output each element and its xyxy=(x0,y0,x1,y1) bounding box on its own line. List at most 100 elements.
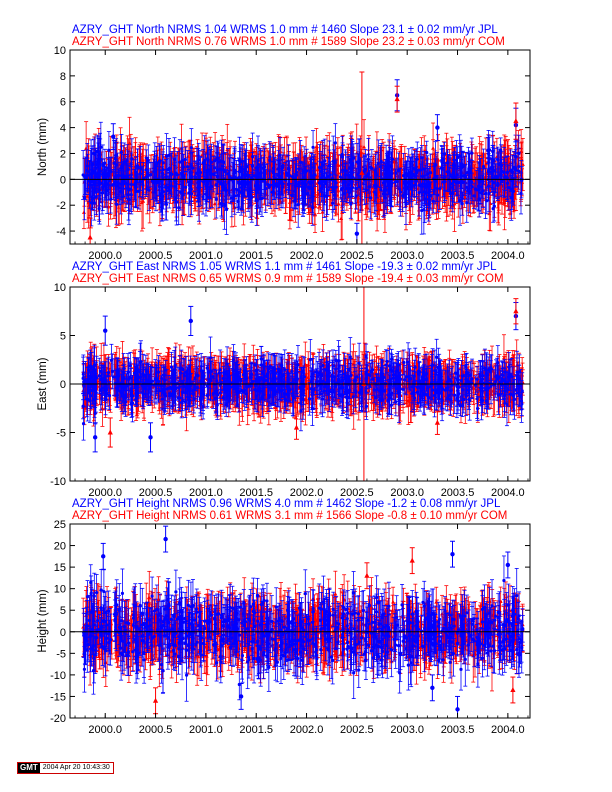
data-point xyxy=(270,147,275,197)
data-point xyxy=(407,160,412,204)
data-point xyxy=(502,146,507,198)
outlier-point xyxy=(513,102,519,140)
data-point xyxy=(451,158,456,203)
data-point xyxy=(98,138,103,183)
data-point xyxy=(150,161,155,200)
outlier-point xyxy=(293,415,300,440)
data-point xyxy=(467,152,472,189)
y-axis-label: North (mm) xyxy=(37,118,49,176)
plot-frame xyxy=(69,49,531,245)
x-tick-label: 2002.0 xyxy=(290,250,324,262)
data-point xyxy=(396,152,401,189)
data-point xyxy=(338,154,343,200)
data-point xyxy=(140,165,145,198)
data-point xyxy=(268,161,273,209)
data-point xyxy=(510,154,515,190)
data-point xyxy=(294,157,299,187)
data-point xyxy=(411,153,416,183)
outlier-point xyxy=(434,114,440,142)
y-tick-label: -2 xyxy=(56,200,66,212)
data-point xyxy=(516,151,521,182)
data-point xyxy=(236,190,241,213)
data-point xyxy=(164,188,169,221)
y-tick-label: -5 xyxy=(56,428,66,440)
data-point xyxy=(457,134,462,178)
data-point xyxy=(349,135,354,186)
data-point xyxy=(473,176,478,202)
chart-panel-2: AZRY_GHT Height NRMS 0.96 WRMS 4.0 mm # … xyxy=(37,498,531,736)
data-point xyxy=(325,165,330,215)
x-tick-label: 2001.5 xyxy=(239,250,273,262)
data-point xyxy=(276,182,281,206)
chart-title-line: AZRY_GHT East NRMS 0.65 WRMS 0.9 mm # 15… xyxy=(72,273,504,285)
data-point xyxy=(428,181,433,211)
data-point xyxy=(417,168,422,217)
y-tick-label: 4 xyxy=(60,123,66,135)
chart-panel-1: AZRY_GHT East NRMS 1.05 WRMS 1.1 mm # 14… xyxy=(37,261,531,499)
data-point xyxy=(404,175,409,203)
data-point xyxy=(158,145,163,177)
data-point xyxy=(332,162,337,200)
outlier-point xyxy=(107,417,113,448)
data-point xyxy=(492,157,497,198)
data-point xyxy=(226,169,231,195)
y-tick-label: 2 xyxy=(60,148,66,160)
data-point xyxy=(319,151,324,193)
data-point xyxy=(498,381,503,408)
data-point xyxy=(129,159,134,210)
data-point xyxy=(401,153,406,199)
data-point xyxy=(124,158,129,209)
y-tick-label: 0 xyxy=(60,379,66,391)
chart-title-line: AZRY_GHT Height NRMS 0.61 WRMS 3.1 mm # … xyxy=(72,510,507,522)
chart-data-area xyxy=(81,71,525,244)
chart-title-line: AZRY_GHT Height NRMS 0.96 WRMS 4.0 mm # … xyxy=(72,498,501,510)
data-point xyxy=(248,173,253,218)
data-point xyxy=(336,154,341,192)
series-JPL xyxy=(81,121,524,235)
data-point xyxy=(374,167,379,204)
data-point xyxy=(454,168,459,197)
x-tick-label: 2003.0 xyxy=(390,250,424,262)
data-point xyxy=(347,156,352,181)
data-point xyxy=(349,168,354,198)
data-point xyxy=(351,143,356,173)
data-point xyxy=(317,144,322,191)
chart-panel-0: AZRY_GHT North NRMS 1.04 WRMS 1.0 mm # 1… xyxy=(37,24,531,262)
data-point xyxy=(481,148,486,185)
chart-data-area xyxy=(81,525,525,718)
data-point xyxy=(183,170,188,204)
data-point xyxy=(440,146,445,179)
y-tick-label: -4 xyxy=(56,226,66,238)
data-point xyxy=(435,151,440,202)
data-point xyxy=(155,161,160,205)
data-point xyxy=(289,182,294,209)
data-point xyxy=(386,373,391,417)
x-tick-label: 2000.5 xyxy=(139,250,173,262)
data-point xyxy=(209,165,214,208)
data-point xyxy=(423,164,428,204)
data-point xyxy=(307,166,312,208)
y-tick-label: 6 xyxy=(60,97,66,109)
data-point xyxy=(364,176,369,205)
data-point xyxy=(495,152,500,201)
data-point xyxy=(148,161,153,188)
data-point xyxy=(387,139,392,177)
data-point xyxy=(237,395,242,426)
data-point xyxy=(498,137,503,163)
data-point xyxy=(470,172,475,201)
data-point xyxy=(90,162,95,201)
data-point xyxy=(489,154,494,182)
data-point xyxy=(498,152,503,198)
data-point xyxy=(192,161,197,193)
data-point xyxy=(441,166,446,197)
series-JPL xyxy=(81,555,525,702)
data-point xyxy=(189,176,194,203)
data-point xyxy=(477,180,482,218)
data-point xyxy=(133,166,138,208)
outlier-point xyxy=(92,422,98,453)
data-point xyxy=(291,184,296,218)
chart-title-line: AZRY_GHT East NRMS 1.05 WRMS 1.1 mm # 14… xyxy=(72,261,497,273)
outlier-point xyxy=(359,71,365,244)
data-point xyxy=(219,190,224,217)
data-point xyxy=(180,150,185,200)
